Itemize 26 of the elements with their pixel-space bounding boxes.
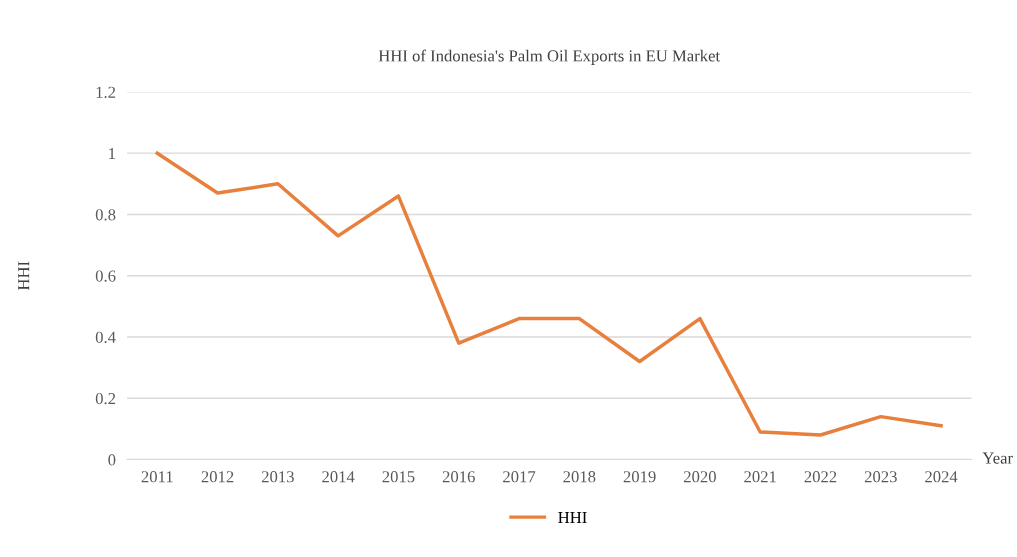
legend-label: HHI [558, 512, 587, 523]
y-tick-label: 0.2 [95, 392, 116, 405]
y-tick-label: 1.2 [96, 86, 116, 98]
x-tick-label: 2014 [322, 471, 355, 483]
y-axis-title: HHI [18, 261, 30, 291]
x-tick-label: 2011 [141, 471, 173, 483]
line-series [155, 151, 943, 437]
x-tick-label: 2023 [864, 471, 897, 483]
y-tick-label: 0.4 [95, 331, 116, 343]
x-tick-label: 2015 [382, 471, 415, 483]
x-tick-label: 2021 [744, 471, 776, 483]
x-tick-label: 2018 [563, 471, 596, 483]
x-tick-label: 2019 [623, 471, 656, 483]
x-tick-label: 2017 [503, 471, 536, 483]
x-tick-label: 2012 [201, 471, 234, 483]
y-tick-label: 0.8 [95, 209, 116, 221]
y-tick-label: 0.6 [95, 270, 116, 282]
x-tick-label: 2022 [804, 471, 837, 483]
x-tick-label: 2024 [925, 471, 958, 483]
x-tick-label: 2013 [261, 471, 294, 483]
y-tick-label: 1 [109, 147, 116, 159]
x-tick-label: 2020 [683, 471, 716, 483]
chart-title: HHI of Indonesia's Palm Oil Exports in EU Market [378, 49, 720, 65]
x-axis-title: Year [982, 452, 1013, 464]
y-tick-label: 0 [108, 454, 116, 466]
x-tick-label: 2016 [442, 471, 475, 483]
